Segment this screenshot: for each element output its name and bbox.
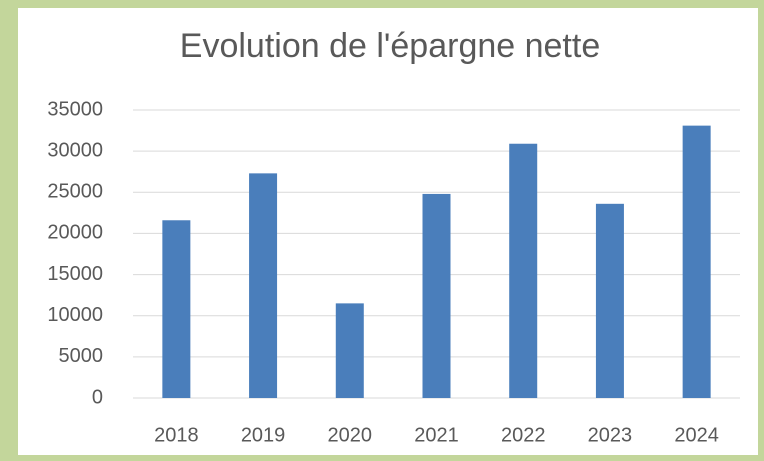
x-tick-label: 2020 [328, 424, 373, 446]
y-tick-label: 10000 [47, 304, 103, 326]
x-tick-label: 2022 [501, 424, 546, 446]
y-tick-label: 20000 [47, 222, 103, 244]
x-tick-label: 2021 [414, 424, 459, 446]
y-tick-label: 5000 [59, 345, 104, 367]
bar [595, 203, 624, 398]
bar [682, 125, 711, 399]
bar [422, 193, 451, 398]
bar [162, 220, 191, 398]
x-tick-label: 2018 [154, 424, 199, 446]
chart-area [18, 8, 758, 455]
y-tick-label: 15000 [47, 263, 103, 285]
x-tick-label: 2019 [241, 424, 286, 446]
y-tick-label: 35000 [47, 98, 103, 120]
bar [249, 173, 278, 398]
y-tick-label: 25000 [47, 181, 103, 203]
y-tick-label: 30000 [47, 139, 103, 161]
chart-title: Evolution de l'épargne nette [180, 27, 600, 65]
y-tick-label: 0 [92, 386, 103, 408]
bar [509, 143, 538, 398]
x-tick-label: 2023 [588, 424, 633, 446]
x-tick-label: 2024 [674, 424, 719, 446]
bar [335, 303, 364, 398]
